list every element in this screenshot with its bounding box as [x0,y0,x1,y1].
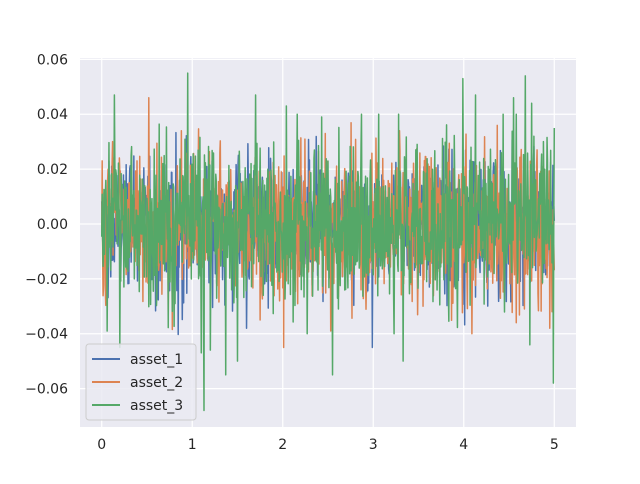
tick-labels: 0 1 2 3 4 5 −0.06 −0.04 −0.02 0.00 0.02 0.04 0.06 [25,52,559,453]
y-tick-label: −0.06 [25,382,68,398]
x-tick-label: 1 [188,437,197,453]
legend-label: asset_1 [130,352,183,368]
y-tick-label: 0.04 [37,107,68,123]
legend-box [85,343,197,421]
legend: asset_1 asset_2 asset_3 [85,343,197,421]
series-line-asset-3 [100,72,556,412]
legend-label: asset_2 [130,375,183,391]
y-tick-label: 0.06 [37,52,68,68]
y-tick-label: −0.04 [25,327,68,343]
x-tick-label: 0 [97,437,106,453]
y-tick-label: −0.02 [25,272,68,288]
x-tick-label: 2 [278,437,287,453]
x-tick-label: 4 [459,437,468,453]
y-tick-label: 0.00 [37,217,68,233]
x-tick-label: 3 [369,437,378,453]
series-layer [100,72,556,412]
x-tick-label: 5 [550,437,559,453]
y-tick-label: 0.02 [37,162,68,178]
legend-label: asset_3 [130,398,183,414]
